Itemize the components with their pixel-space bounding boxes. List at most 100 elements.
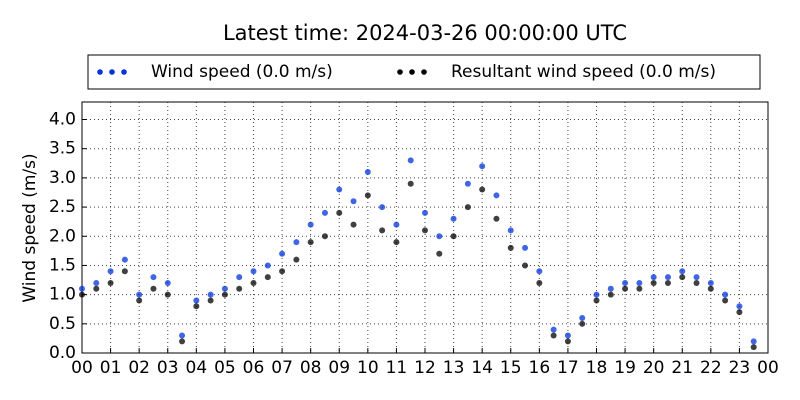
data-point <box>193 297 200 304</box>
data-point <box>350 198 357 205</box>
data-point <box>522 262 529 269</box>
y-tick-label: 0.5 <box>49 314 76 334</box>
data-point <box>607 291 614 298</box>
data-point <box>221 291 228 298</box>
x-tick-label: 04 <box>186 358 208 378</box>
x-tick-label: 11 <box>386 358 408 378</box>
x-tick-label: 20 <box>643 358 665 378</box>
legend-marker <box>121 69 127 75</box>
data-point <box>736 309 743 316</box>
data-point <box>664 279 671 286</box>
data-point <box>450 233 457 240</box>
data-point <box>93 279 100 286</box>
data-point <box>279 250 286 257</box>
data-point <box>121 256 128 263</box>
y-tick-label: 3.0 <box>49 168 76 188</box>
data-point <box>664 274 671 281</box>
data-point <box>79 291 85 298</box>
data-point <box>107 279 114 286</box>
data-point <box>507 244 514 251</box>
data-point <box>522 244 529 251</box>
data-point <box>436 233 443 240</box>
data-point <box>121 268 128 275</box>
x-tick-label: 13 <box>443 358 465 378</box>
data-point <box>422 227 428 234</box>
data-point <box>650 279 657 286</box>
data-point <box>236 285 243 292</box>
x-tick-label: 19 <box>614 358 636 378</box>
legend-marker <box>409 69 415 75</box>
data-point <box>679 274 686 281</box>
data-point <box>750 344 757 351</box>
x-tick-label: 07 <box>271 358 293 378</box>
data-point <box>707 285 714 292</box>
y-tick-label: 2.0 <box>49 226 76 246</box>
data-point <box>536 268 543 275</box>
data-point <box>107 268 114 275</box>
legend-label: Wind speed (0.0 m/s) <box>151 62 333 82</box>
data-point <box>750 338 757 345</box>
data-point <box>364 169 371 176</box>
data-point <box>579 314 586 321</box>
data-point <box>464 180 471 187</box>
data-point <box>264 262 271 269</box>
x-tick-label: 00 <box>757 358 779 378</box>
data-point <box>164 291 171 298</box>
data-point <box>136 297 143 304</box>
data-point <box>436 250 443 257</box>
x-tick-label: 08 <box>300 358 322 378</box>
legend-marker <box>97 69 103 75</box>
data-point <box>693 279 700 286</box>
x-tick-label: 06 <box>243 358 265 378</box>
x-tick-label: 17 <box>557 358 579 378</box>
data-point <box>179 332 186 339</box>
data-point <box>164 279 171 286</box>
data-point <box>321 209 328 216</box>
data-point <box>79 285 85 292</box>
x-tick-label: 09 <box>328 358 350 378</box>
x-tick-label: 05 <box>214 358 236 378</box>
data-point <box>150 285 157 292</box>
data-point <box>279 268 286 275</box>
x-tick-label: 00 <box>71 358 93 378</box>
y-tick-label: 1.5 <box>49 255 76 275</box>
data-point <box>250 279 257 286</box>
data-point <box>722 291 729 298</box>
y-tick-label: 4.0 <box>49 110 76 130</box>
data-point <box>307 221 314 228</box>
data-point <box>407 180 414 187</box>
data-point <box>493 215 500 222</box>
x-tick-label: 01 <box>100 358 122 378</box>
data-point <box>450 215 457 222</box>
data-point <box>622 285 629 292</box>
y-tick-label: 2.5 <box>49 197 76 217</box>
x-tick-label: 03 <box>157 358 179 378</box>
data-point <box>179 338 186 345</box>
data-point <box>136 291 143 298</box>
data-point <box>307 239 314 246</box>
x-tick-label: 14 <box>471 358 493 378</box>
data-point <box>93 285 100 292</box>
data-point <box>464 204 471 211</box>
data-point <box>507 227 514 234</box>
data-point <box>293 239 300 246</box>
data-point <box>650 274 657 281</box>
chart-title: Latest time: 2024-03-26 00:00:00 UTC <box>223 21 627 45</box>
data-point <box>207 297 214 304</box>
data-point <box>493 192 500 199</box>
data-point <box>550 332 557 339</box>
x-tick-label: 21 <box>671 358 693 378</box>
data-point <box>707 279 714 286</box>
y-tick-label: 3.5 <box>49 139 76 159</box>
x-tick-label: 10 <box>357 358 379 378</box>
data-point <box>364 192 371 199</box>
data-point <box>736 303 743 310</box>
x-tick-label: 12 <box>414 358 436 378</box>
data-point <box>221 285 228 292</box>
data-point <box>379 227 386 234</box>
data-point <box>722 297 729 304</box>
data-point <box>264 274 271 281</box>
x-tick-label: 02 <box>128 358 150 378</box>
x-tick-label: 18 <box>586 358 608 378</box>
